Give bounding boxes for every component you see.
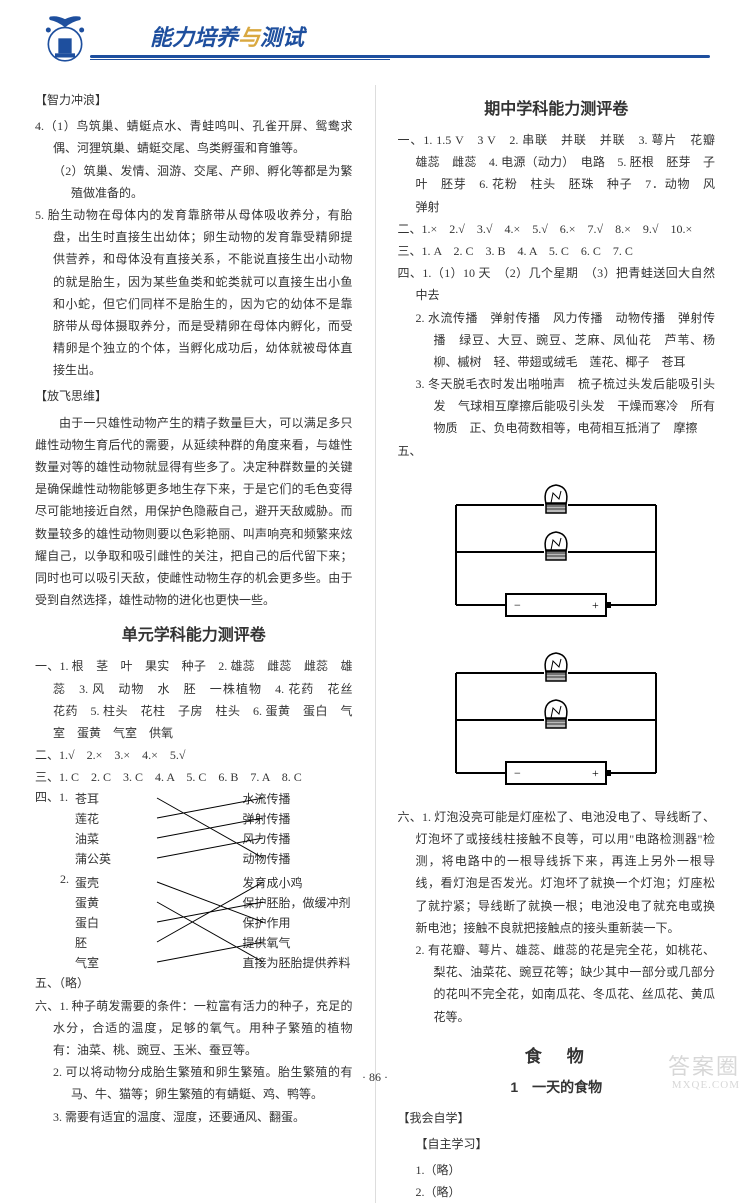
- page-title: 能力培养与测试: [150, 20, 304, 52]
- right-column: 期中学科能力测评卷 一、1. 1.5 V 3 V 2. 串联 并联 并联 3. …: [398, 85, 716, 1203]
- page-number: · 86 ·: [0, 1070, 750, 1085]
- svg-text:−: −: [514, 598, 521, 612]
- match-left: 莲花: [75, 810, 135, 827]
- text-paragraph: 由于一只雄性动物产生的精子数量巨大，可以满足多只雌性动物生育后代的需要，从延续种…: [35, 412, 353, 612]
- text-line: 三、1. C 2. C 3. C 4. A 5. C 6. B 7. A 8. …: [35, 766, 353, 788]
- title-part2: 测试: [260, 25, 304, 50]
- text-line: 一、1. 根 茎 叶 果实 种子 2. 雄蕊 雌蕊 雌蕊 雄蕊 3. 风 动物 …: [35, 655, 353, 744]
- text-line: 六、1. 灯泡没亮可能是灯座松了、电池没电了、导线断了、灯泡坏了或接线柱接触不良…: [398, 806, 716, 939]
- match-left: 蛋白: [75, 914, 135, 931]
- column-divider: [375, 85, 376, 1203]
- match-row: 蒲公英 动物传播: [75, 848, 353, 868]
- svg-text:+: +: [592, 598, 599, 612]
- text-line: 3. 冬天脱毛衣时发出啪啪声 梳子梳过头发后能吸引头发 气球相互摩擦后能吸引头发…: [398, 373, 716, 440]
- svg-text:−: −: [514, 766, 521, 780]
- match-left: 蒲公英: [75, 850, 135, 867]
- logo-icon: [40, 15, 90, 65]
- text-line: 3. 需要有适宜的温度、湿度，还要通风、翻蛋。: [35, 1106, 353, 1128]
- circuit-diagram: −+: [398, 638, 716, 798]
- text-line: 四、1.（1）10 天 （2）几个星期 （3）把青蛙送回大自然中去: [398, 262, 716, 306]
- title-underline: [90, 55, 710, 58]
- text-line: 2.（略）: [398, 1181, 716, 1203]
- matching-diagram: 蛋壳 发育成小鸡 蛋黄 保护胚胎，做缓冲剂 蛋白 保护作用 胚 提供氧气 气室 直接为胚胎…: [75, 872, 353, 972]
- match-right: 保护胚胎，做缓冲剂: [243, 894, 353, 911]
- title-part1: 能力培养: [150, 25, 238, 50]
- watermark: 答案圈 MXQE.COM: [668, 1055, 740, 1091]
- match-left: 气室: [75, 954, 135, 971]
- match-row: 蛋白 保护作用: [75, 912, 353, 932]
- match-row: 蛋壳 发育成小鸡: [75, 872, 353, 892]
- match-row: 气室 直接为胚胎提供养料: [75, 952, 353, 972]
- text-line: 一、1. 1.5 V 3 V 2. 串联 并联 并联 3. 萼片 花瓣 雄蕊 雌…: [398, 129, 716, 218]
- match-right: 提供氧气: [243, 934, 353, 951]
- text-line: 2. 水流传播 弹射传播 风力传播 动物传播 弹射传播 绿豆、大豆、豌豆、芝麻、…: [398, 307, 716, 374]
- text-line: 五、: [398, 440, 716, 462]
- section-head: 【放飞思维】: [35, 385, 353, 407]
- match-right: 水流传播: [243, 790, 353, 807]
- left-column: 【智力冲浪】 4.（1）鸟筑巢、蜻蜓点水、青蛙鸣叫、孔雀开屏、鸳鸯求偶、河狸筑巢…: [35, 85, 353, 1203]
- text-line: 六、1. 种子萌发需要的条件：一粒富有活力的种子，充足的水分，合适的温度，足够的…: [35, 995, 353, 1062]
- match-right: 保护作用: [243, 914, 353, 931]
- text-line: 1.（略）: [398, 1159, 716, 1181]
- text-line: （2）筑巢、发情、洄游、交尾、产卵、孵化等都是为繁殖做准备的。: [35, 160, 353, 204]
- text-line: 二、1.× 2.√ 3.√ 4.× 5.√ 6.× 7.√ 8.× 9.√ 10…: [398, 218, 716, 240]
- match-left: 蛋壳: [75, 874, 135, 891]
- text-line: 三、1. A 2. C 3. B 4. A 5. C 6. C 7. C: [398, 240, 716, 262]
- watermark-line1: 答案圈: [668, 1055, 740, 1079]
- match-left: 蛋黄: [75, 894, 135, 911]
- match-right: 弹射传播: [243, 810, 353, 827]
- match-row: 胚 提供氧气: [75, 932, 353, 952]
- section-head: 【智力冲浪】: [35, 89, 353, 111]
- match-row: 苍耳 水流传播: [75, 788, 353, 808]
- title-yu: 与: [238, 25, 260, 50]
- match-left: 油菜: [75, 830, 135, 847]
- section-head: 【自主学习】: [398, 1133, 716, 1155]
- match-right: 直接为胚胎提供养料: [243, 954, 353, 971]
- text-line: 2. 有花瓣、萼片、雄蕊、雌蕊的花是完全花，如桃花、梨花、油菜花、豌豆花等；缺少…: [398, 939, 716, 1028]
- match-right: 动物传播: [243, 850, 353, 867]
- match-right: 风力传播: [243, 830, 353, 847]
- label: 四、1.: [35, 788, 75, 868]
- match-right: 发育成小鸡: [243, 874, 353, 891]
- match-row: 油菜 风力传播: [75, 828, 353, 848]
- circuit-diagram: −+: [398, 470, 716, 630]
- text-line: 二、1.√ 2.× 3.× 4.× 5.√: [35, 744, 353, 766]
- match-row: 莲花 弹射传播: [75, 808, 353, 828]
- match-left: 胚: [75, 934, 135, 951]
- unit-title: 单元学科能力测评卷: [35, 621, 353, 645]
- match-row: 蛋黄 保护胚胎，做缓冲剂: [75, 892, 353, 912]
- text-line: 4.（1）鸟筑巢、蜻蜓点水、青蛙鸣叫、孔雀开屏、鸳鸯求偶、河狸筑巢、蜻蜓交尾、鸟…: [35, 115, 353, 159]
- text-line: 5. 胎生动物在母体内的发育靠脐带从母体吸收养分，有胎盘，出生时直接生出幼体；卵…: [35, 204, 353, 382]
- watermark-line2: MXQE.COM: [668, 1079, 740, 1091]
- page-header: 能力培养与测试: [0, 0, 750, 70]
- label: 2.: [35, 872, 75, 972]
- text-line: 五、（略）: [35, 972, 353, 994]
- section-head: 【我会自学】: [398, 1107, 716, 1129]
- mid-title: 期中学科能力测评卷: [398, 95, 716, 119]
- content-columns: 【智力冲浪】 4.（1）鸟筑巢、蜻蜓点水、青蛙鸣叫、孔雀开屏、鸳鸯求偶、河狸筑巢…: [0, 70, 750, 1203]
- svg-text:+: +: [592, 766, 599, 780]
- match-left: 苍耳: [75, 790, 135, 807]
- matching-diagram: 苍耳 水流传播 莲花 弹射传播 油菜 风力传播 蒲公英 动物传播: [75, 788, 353, 868]
